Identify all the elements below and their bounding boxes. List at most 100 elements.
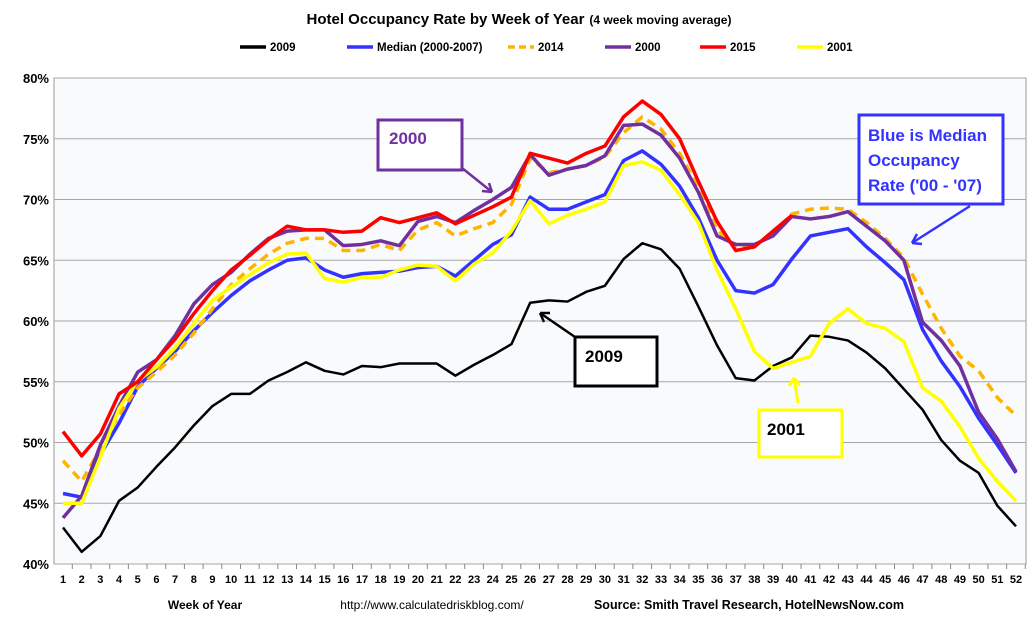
- x-tick-label: 14: [300, 574, 313, 586]
- x-tick-label: 43: [842, 574, 854, 586]
- x-tick-label: 29: [580, 574, 592, 586]
- x-tick-label: 34: [674, 574, 687, 586]
- footer-url: http://www.calculatedriskblog.com/: [340, 598, 524, 612]
- x-tick-label: 25: [505, 574, 517, 586]
- annotation-2009: 2009: [538, 311, 659, 388]
- x-tick-label: 31: [617, 574, 629, 586]
- title-main: Hotel Occupancy Rate by Week of Year: [307, 11, 585, 28]
- arrow-icon: [539, 311, 576, 339]
- x-tick-label: 23: [468, 574, 480, 586]
- x-tick-label: 19: [393, 574, 405, 586]
- x-tick-label: 22: [449, 574, 461, 586]
- legend-item: 2001: [797, 42, 853, 54]
- legend-item: Median (2000-2007): [347, 42, 483, 54]
- x-tick-label: 21: [431, 574, 443, 586]
- y-tick-label: 65%: [23, 253, 49, 268]
- series-line-2001: [63, 160, 1018, 505]
- legend-label: 2001: [827, 42, 853, 54]
- arrow-icon: [911, 204, 971, 245]
- x-tick-label: 16: [337, 574, 349, 586]
- x-tick-label: 49: [954, 574, 966, 586]
- y-tick-label: 70%: [23, 193, 49, 208]
- title-sub: (4 week moving average): [589, 13, 731, 27]
- x-tick-label: 4: [116, 574, 123, 586]
- annotation-2000: 2000: [376, 118, 494, 194]
- legend-label: Median (2000-2007): [377, 42, 483, 54]
- legend: 2009 Median (2000-2007) 2014 2000 2015 2001: [240, 42, 853, 54]
- x-tick-label: 42: [823, 574, 835, 586]
- gridlines: [54, 77, 1026, 565]
- footer-source: Source: Smith Travel Research, HotelNews…: [594, 598, 904, 612]
- y-tick-label: 40%: [23, 557, 49, 572]
- x-tick-label: 51: [991, 574, 1003, 586]
- legend-label: 2014: [538, 42, 564, 54]
- legend-item: 2009: [240, 42, 296, 54]
- x-tick-label: 35: [692, 574, 704, 586]
- x-tick-label: 17: [356, 574, 368, 586]
- x-tick-label: 41: [804, 574, 816, 586]
- legend-item: 2000: [605, 42, 661, 54]
- annotation-median-line1: Blue is Median: [868, 126, 987, 145]
- annotation-2009-label: 2009: [585, 347, 623, 366]
- series-line-median-2000-2007-: [62, 149, 1018, 499]
- x-tick-label: 18: [375, 574, 387, 586]
- y-tick-label: 45%: [23, 496, 49, 511]
- x-tick-label: 24: [487, 574, 500, 586]
- legend-item: 2015: [700, 42, 756, 54]
- legend-item: 2014: [508, 42, 564, 54]
- x-tick-label: 46: [898, 574, 910, 586]
- x-tick-label: 40: [786, 574, 798, 586]
- x-tick-label: 3: [97, 574, 103, 586]
- y-tick-label: 80%: [23, 71, 49, 86]
- annotation-median-line3: Rate ('00 - '07): [868, 176, 982, 195]
- series-line-2015: [61, 99, 793, 458]
- x-tick-label: 6: [153, 574, 159, 586]
- legend-label: 2015: [730, 42, 756, 54]
- x-tick-label: 30: [599, 574, 611, 586]
- series-line-2009: [62, 241, 1017, 554]
- x-tick-label: 1: [60, 574, 66, 586]
- x-tick-label: 38: [748, 574, 760, 586]
- x-tick-label: 5: [135, 574, 141, 586]
- x-tick-label: 44: [860, 574, 873, 586]
- chart-title: Hotel Occupancy Rate by Week of Year (4 w…: [307, 11, 732, 28]
- x-tick-label: 37: [730, 574, 742, 586]
- arrow-icon: [461, 167, 493, 193]
- x-tick-label: 9: [209, 574, 215, 586]
- annotation-median: Blue is Median Occupancy Rate ('00 - '07…: [857, 113, 1005, 246]
- annotation-median-line2: Occupancy: [868, 151, 960, 170]
- annotation-2001: 2001: [757, 377, 844, 459]
- y-axis: 40% 45% 50% 55% 60% 65% 70% 75% 80%: [23, 71, 49, 572]
- x-tick-label: 32: [636, 574, 648, 586]
- x-tick-label: 28: [561, 574, 573, 586]
- x-tick-label: 26: [524, 574, 536, 586]
- x-tick-label: 36: [711, 574, 723, 586]
- x-tick-label: 45: [879, 574, 891, 586]
- y-tick-label: 50%: [23, 436, 49, 451]
- y-tick-label: 55%: [23, 375, 49, 390]
- legend-label: 2000: [635, 42, 661, 54]
- x-tick-label: 10: [225, 574, 237, 586]
- y-tick-label: 60%: [23, 314, 49, 329]
- legend-label: 2009: [270, 42, 296, 54]
- x-tick-label: 52: [1010, 574, 1022, 586]
- x-tick-label: 39: [767, 574, 779, 586]
- x-tick-label: 33: [655, 574, 667, 586]
- x-tick-label: 20: [412, 574, 424, 586]
- annotation-2000-label: 2000: [389, 129, 427, 148]
- x-tick-label: 2: [79, 574, 85, 586]
- x-tick-label: 12: [262, 574, 274, 586]
- y-tick-label: 75%: [23, 132, 49, 147]
- x-tick-label: 7: [172, 574, 178, 586]
- x-tick-label: 15: [318, 574, 330, 586]
- x-tick-label: 47: [916, 574, 928, 586]
- x-tick-label: 27: [543, 574, 555, 586]
- x-axis: 1 2 3 4 5 6 7 8 9 10 11 12 13 14 15 16 17 18 19 20 21 22 23 24 2…: [60, 564, 1026, 586]
- x-tick-label: 48: [935, 574, 947, 586]
- series-lines: [61, 99, 1018, 554]
- x-tick-label: 50: [973, 574, 985, 586]
- x-tick-label: 13: [281, 574, 293, 586]
- arrow-icon: [792, 377, 800, 404]
- x-tick-label: 11: [244, 574, 256, 586]
